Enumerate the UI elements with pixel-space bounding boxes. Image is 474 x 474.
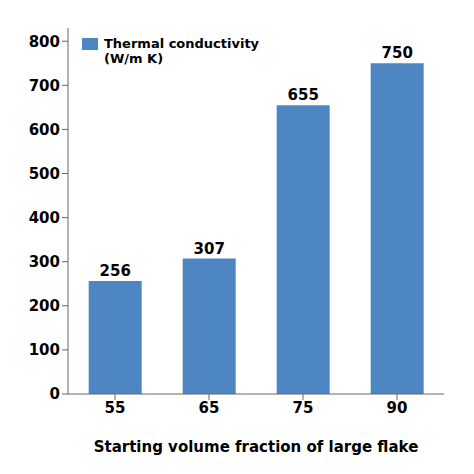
svg-text:256: 256 — [100, 262, 131, 280]
svg-text:55: 55 — [105, 399, 126, 417]
svg-text:307: 307 — [194, 240, 225, 258]
svg-text:500: 500 — [29, 165, 60, 183]
svg-text:90: 90 — [387, 399, 408, 417]
html-text:(W/m K): (W/m K) — [104, 51, 164, 66]
svg-text:800: 800 — [29, 33, 60, 51]
svg-text:Starting volume fraction of la: Starting volume fraction of large flake — [94, 438, 419, 456]
svg-text:200: 200 — [29, 297, 60, 315]
svg-text:750: 750 — [382, 44, 413, 62]
svg-text:700: 700 — [29, 77, 60, 95]
svg-text:655: 655 — [288, 86, 319, 104]
svg-text:400: 400 — [29, 209, 60, 227]
svg-text:65: 65 — [199, 399, 220, 417]
html-text:Thermal conductivity: Thermal conductivity — [104, 36, 260, 51]
svg-text:75: 75 — [293, 399, 314, 417]
svg-text:0: 0 — [50, 385, 60, 403]
svg-text:100: 100 — [29, 341, 60, 359]
svg-text:600: 600 — [29, 121, 60, 139]
svg-text:300: 300 — [29, 253, 60, 271]
